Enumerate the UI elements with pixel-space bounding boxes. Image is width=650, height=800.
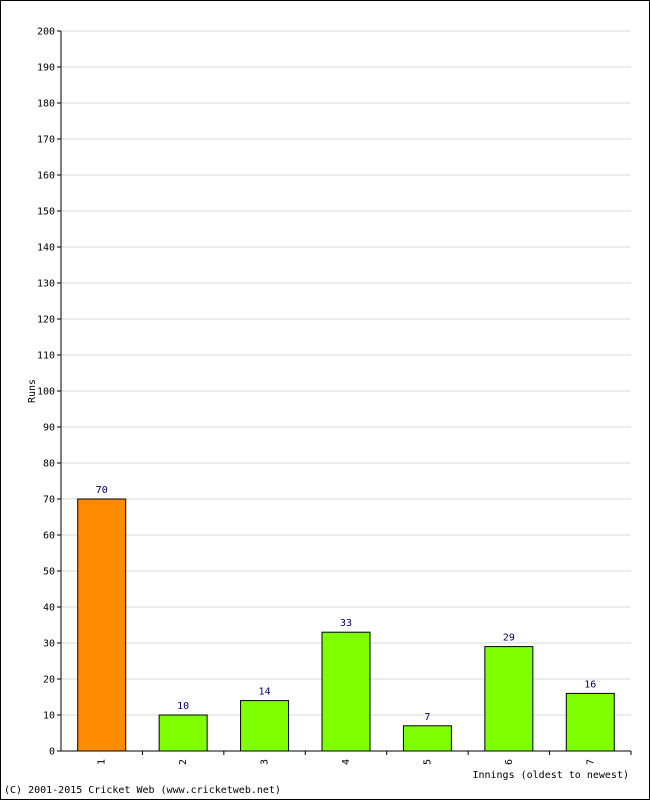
y-tick-label: 70: [43, 495, 55, 506]
data-label: 7: [424, 712, 430, 723]
bar-innings-1: [77, 498, 127, 752]
y-tick-label: 80: [43, 459, 55, 470]
x-tick-label: 4: [341, 759, 352, 765]
y-tick-label: 150: [37, 207, 55, 218]
y-tick-label: 180: [37, 99, 55, 110]
x-tick-label: 3: [260, 759, 271, 765]
labels: 0102030405060708090100110120130140150160…: [37, 27, 596, 766]
y-tick-label: 190: [37, 63, 55, 74]
data-label: 10: [177, 701, 189, 712]
y-tick-label: 130: [37, 279, 55, 290]
y-tick-label: 140: [37, 243, 55, 254]
y-tick-label: 30: [43, 639, 55, 650]
copyright-notice: (C) 2001-2015 Cricket Web (www.cricketwe…: [4, 785, 281, 796]
y-tick-label: 200: [37, 27, 55, 38]
x-tick-label: 1: [97, 759, 108, 765]
axes: [57, 30, 632, 755]
data-label: 33: [340, 618, 352, 629]
x-tick-label: 5: [422, 759, 433, 765]
bar-innings-3: [240, 700, 290, 752]
gridlines: [61, 30, 631, 716]
x-tick-label: 6: [504, 759, 515, 765]
x-tick-label: 2: [178, 759, 189, 765]
y-tick-label: 90: [43, 423, 55, 434]
y-tick-label: 120: [37, 315, 55, 326]
bar-innings-7: [565, 692, 615, 752]
data-label: 16: [584, 679, 596, 690]
y-tick-label: 60: [43, 531, 55, 542]
y-tick-label: 40: [43, 603, 55, 614]
data-label: 29: [503, 633, 515, 644]
data-label: 70: [96, 485, 108, 496]
y-tick-label: 160: [37, 171, 55, 182]
bar-innings-2: [158, 714, 208, 752]
y-axis-title: Runs: [27, 379, 38, 403]
y-tick-label: 110: [37, 351, 55, 362]
y-tick-label: 0: [49, 747, 55, 758]
bar-innings-5: [402, 725, 452, 752]
bars: [77, 498, 615, 752]
y-tick-label: 20: [43, 675, 55, 686]
y-tick-label: 100: [37, 387, 55, 398]
bar-innings-4: [321, 631, 371, 752]
x-tick-label: 7: [585, 759, 596, 765]
bar-innings-6: [484, 646, 534, 752]
y-tick-label: 10: [43, 711, 55, 722]
y-tick-label: 170: [37, 135, 55, 146]
x-axis-title: Innings (oldest to newest): [472, 770, 629, 781]
y-tick-label: 50: [43, 567, 55, 578]
data-label: 14: [259, 687, 271, 698]
